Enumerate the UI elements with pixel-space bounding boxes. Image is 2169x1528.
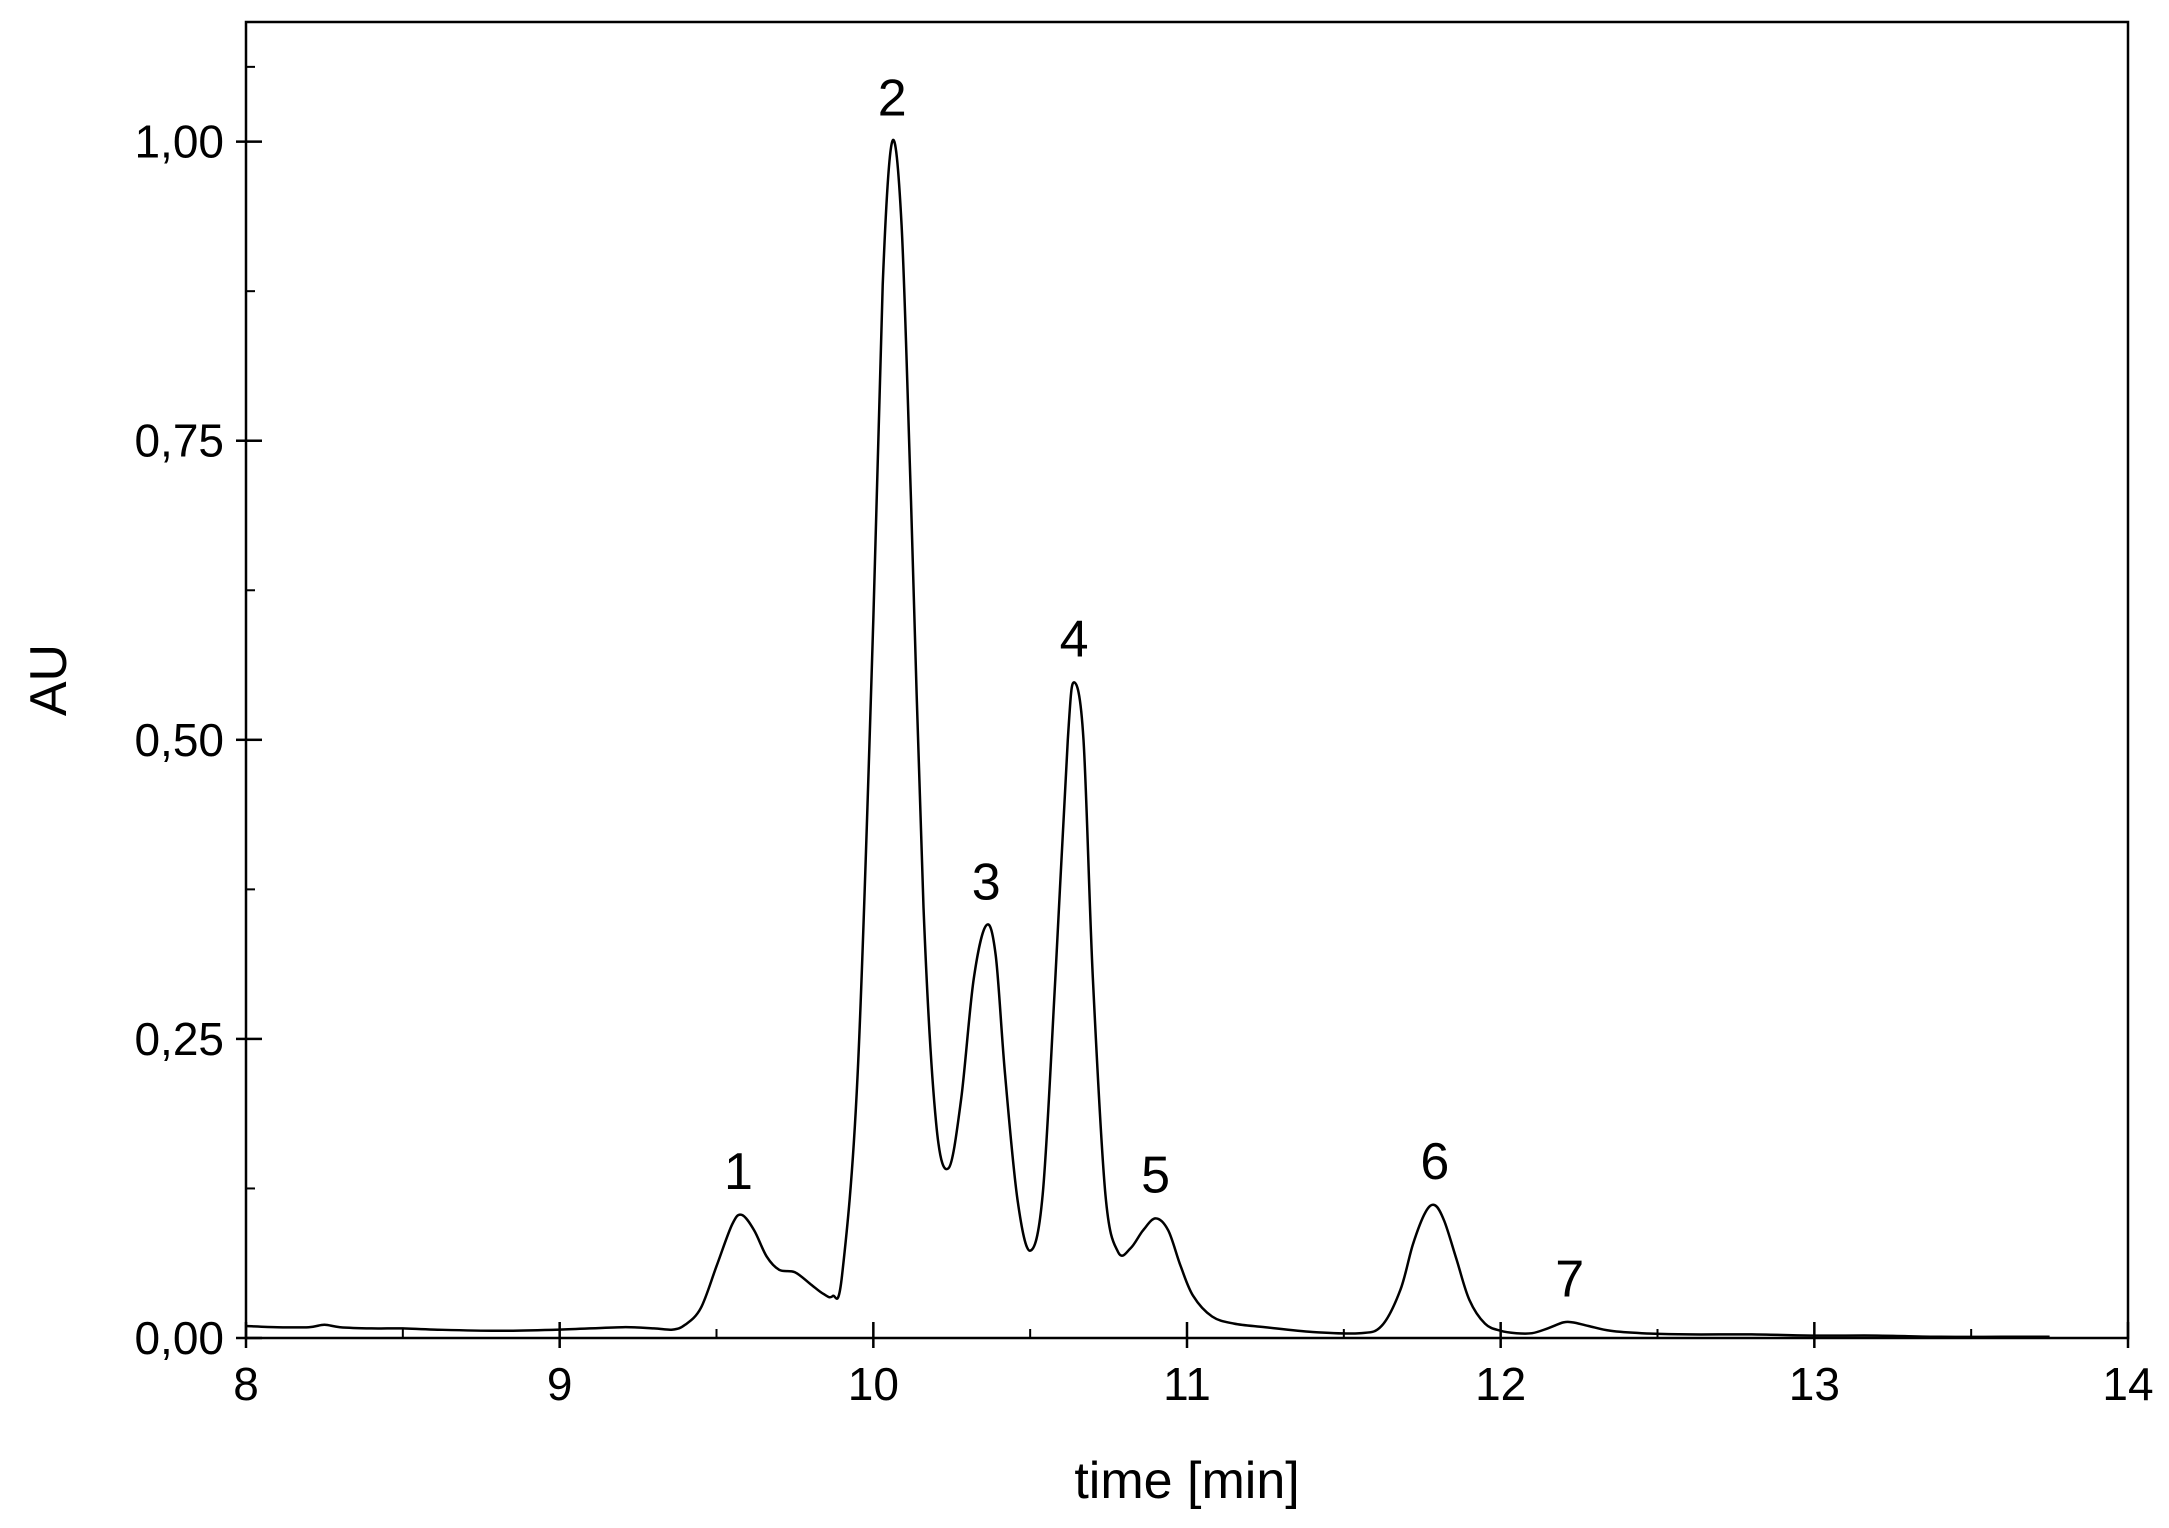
x-tick-label: 11 <box>1163 1358 1211 1410</box>
peak-label: 2 <box>878 70 907 128</box>
peak-label: 1 <box>724 1143 753 1201</box>
x-tick-label: 13 <box>1789 1358 1840 1410</box>
x-tick-label: 8 <box>233 1358 259 1410</box>
peak-label: 4 <box>1060 610 1089 668</box>
x-tick-label: 10 <box>848 1358 899 1410</box>
y-tick-label: 0,75 <box>134 415 224 467</box>
y-tick-label: 0,50 <box>134 714 224 766</box>
x-tick-label: 12 <box>1475 1358 1526 1410</box>
y-axis-ticks: 0,00 0,25 0,50 0,75 1,00 <box>134 65 262 1364</box>
peak-label: 6 <box>1420 1133 1449 1191</box>
x-tick-label: 9 <box>547 1358 573 1410</box>
y-tick-label: 1,00 <box>134 116 224 168</box>
peak-label: 7 <box>1555 1250 1584 1308</box>
y-tick-label: 0,00 <box>134 1312 224 1364</box>
x-axis-ticks: 8 9 10 11 12 13 14 <box>233 1322 2154 1410</box>
x-axis-label: time [min] <box>1074 1452 1299 1510</box>
peak-label: 5 <box>1141 1146 1170 1204</box>
y-axis-label: AU <box>20 644 78 716</box>
y-tick-label: 0,25 <box>134 1013 224 1065</box>
peak-label: 3 <box>972 853 1001 911</box>
plot-frame <box>244 20 2130 1340</box>
chromatogram-trace <box>245 138 2050 1339</box>
peak-labels: 1 2 3 4 5 6 7 <box>724 70 1584 1309</box>
x-tick-label: 14 <box>2102 1358 2153 1410</box>
